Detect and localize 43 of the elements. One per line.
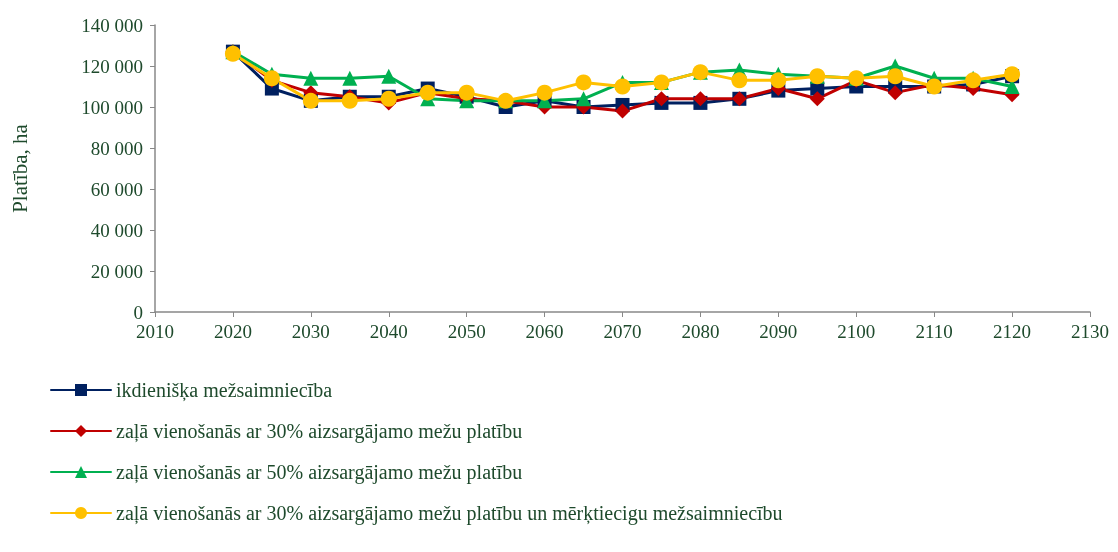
point	[887, 68, 904, 85]
point	[381, 68, 397, 84]
point	[575, 74, 592, 91]
point	[615, 103, 630, 119]
x-tick-label: 2040	[369, 321, 408, 342]
x-tick-label: 2110	[915, 321, 953, 342]
y-tick-label: 120 000	[81, 55, 143, 77]
x-tick-label: 2020	[213, 321, 252, 342]
point	[770, 72, 787, 89]
legend-label: ikdienišķa mežsaimniecība	[116, 379, 333, 402]
y-tick-label: 0	[133, 301, 143, 323]
x-tick-label: 2080	[681, 321, 720, 342]
y-tick-label: 20 000	[90, 260, 143, 282]
x-tick-label: 2100	[837, 321, 876, 342]
y-axis-title: Platība, ha	[7, 123, 32, 213]
legend-label: zaļā vienošanās ar 30% aizsargājamo mežu platību	[116, 420, 523, 443]
y-tick-label: 60 000	[90, 178, 143, 200]
x-tick-label: 2030	[291, 321, 330, 342]
point	[614, 78, 631, 95]
point	[303, 70, 319, 86]
point	[887, 85, 903, 101]
y-tick-label: 140 000	[81, 14, 143, 36]
y-tick-label: 40 000	[90, 219, 143, 241]
legend-label: zaļā vienošanās ar 50% aizsargājamo mežu platību	[116, 461, 523, 484]
point	[342, 70, 358, 86]
x-tick-label: 2120	[993, 321, 1032, 342]
y-tick-label: 100 000	[81, 96, 143, 118]
point	[692, 91, 708, 107]
point	[458, 84, 475, 101]
point	[536, 84, 553, 101]
x-tick-label: 2060	[525, 321, 564, 342]
point	[809, 91, 825, 107]
point	[731, 72, 748, 89]
point	[576, 91, 592, 107]
x-tick-label: 2130	[1071, 321, 1109, 342]
x-tick-label: 2010	[136, 321, 174, 342]
x-tick-label: 2070	[603, 321, 642, 342]
legend-label: zaļā vienošanās ar 30% aizsargājamo mežu platību un mērķtiecigu mežsaimniecību	[116, 502, 783, 525]
x-tick-label: 2050	[447, 321, 486, 342]
x-tick-label: 2090	[759, 321, 798, 342]
point	[341, 92, 358, 109]
y-tick-label: 80 000	[90, 137, 143, 159]
point	[653, 91, 669, 107]
